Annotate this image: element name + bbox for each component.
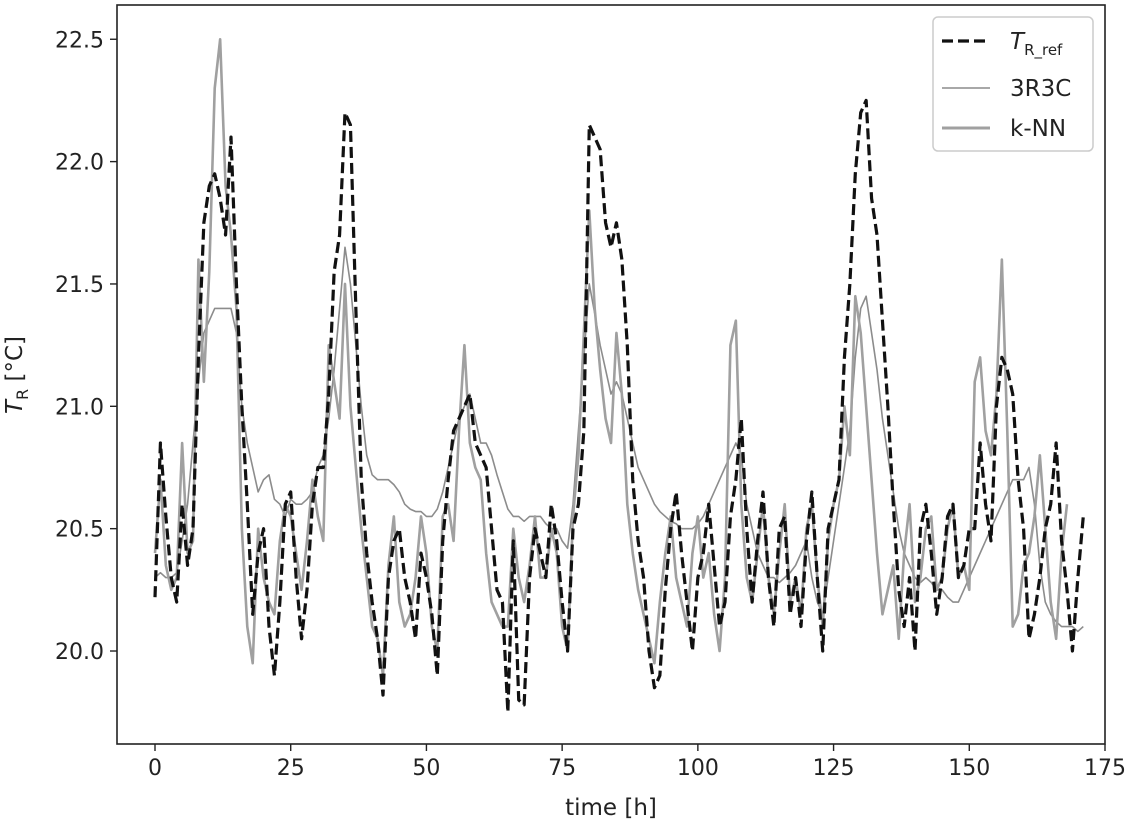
x-tick-label: 50 bbox=[412, 756, 440, 781]
legend-frame bbox=[932, 16, 1094, 152]
legend-label-ref-main: T bbox=[1010, 29, 1026, 55]
x-tick-label: 175 bbox=[1084, 756, 1126, 781]
x-tick-label: 125 bbox=[813, 756, 855, 781]
series-line-t-r-ref bbox=[153, 98, 1085, 714]
legend: TR_ref 3R3C k-NN bbox=[932, 16, 1094, 152]
plot-frame bbox=[116, 4, 1106, 745]
legend-label-knn: k-NN bbox=[1010, 116, 1066, 142]
legend-label-ref: TR_ref bbox=[1010, 29, 1063, 60]
series-layer bbox=[153, 37, 1085, 714]
y-tick-label: 21.0 bbox=[55, 395, 104, 420]
series-line-k-nn bbox=[153, 37, 1069, 677]
y-axis-label-sub: R bbox=[13, 389, 32, 400]
x-tick-label: 0 bbox=[148, 756, 162, 781]
y-tick-label: 22.0 bbox=[55, 151, 104, 176]
x-tick-label: 100 bbox=[677, 756, 719, 781]
x-tick-label: 75 bbox=[548, 756, 576, 781]
x-axis-label: time [h] bbox=[565, 795, 657, 821]
y-axis-label: TR [°C] bbox=[2, 336, 32, 414]
tick-layer: 0 25 50 75 100 125 150 175 20.0 20.5 21.0 21.5 22.0 2… bbox=[55, 28, 1126, 781]
y-tick-label: 20.0 bbox=[55, 640, 104, 665]
y-tick-label: 21.5 bbox=[55, 273, 104, 298]
legend-label-3r3c: 3R3C bbox=[1010, 76, 1071, 102]
y-tick-label: 20.5 bbox=[55, 518, 104, 543]
x-tick-label: 150 bbox=[948, 756, 990, 781]
legend-label-ref-sub: R_ref bbox=[1024, 41, 1063, 60]
y-axis-label-main: T bbox=[2, 398, 28, 414]
y-tick-label: 22.5 bbox=[55, 28, 104, 53]
y-axis-label-rest: [°C] bbox=[2, 336, 28, 389]
x-tick-label: 25 bbox=[277, 756, 305, 781]
